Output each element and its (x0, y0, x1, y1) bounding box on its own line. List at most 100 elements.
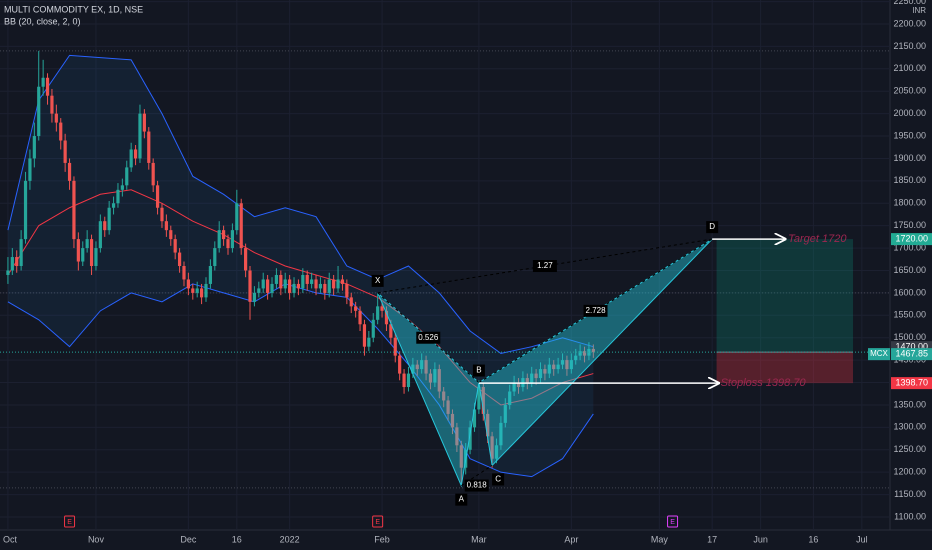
band-middle (7, 189, 594, 406)
x-tick-label: Dec (180, 534, 197, 544)
y-tick-label: 1300.00 (893, 422, 926, 432)
y-tick-label: 2050.00 (893, 86, 926, 96)
candle-body (217, 230, 221, 249)
candle-body (283, 279, 287, 289)
candle-body (142, 113, 146, 132)
candle-body (340, 279, 345, 284)
ratio-label: 0.818 (467, 481, 488, 490)
y-tick-label: 2200.00 (893, 18, 926, 28)
candle-body (349, 297, 353, 307)
candle-body (288, 279, 292, 293)
point-label: B (476, 366, 481, 375)
price-tag (891, 377, 932, 390)
candle-body (199, 288, 204, 298)
ratio-label-bg (416, 331, 441, 344)
candle-body (525, 378, 529, 383)
point-label-bg (706, 221, 719, 234)
candle-body (415, 364, 419, 370)
y-tick-label: 1250.00 (893, 444, 926, 454)
candle-body (45, 77, 50, 96)
candle-body (428, 373, 433, 383)
y-tick-label: 1600.00 (893, 287, 926, 297)
candle-body (459, 445, 463, 468)
band-lower (7, 283, 594, 478)
candle-body (155, 185, 160, 208)
candle-body (574, 355, 578, 361)
candle-body (133, 149, 138, 159)
candle-body (433, 369, 437, 383)
candle-body (125, 167, 129, 186)
candle-body (305, 274, 309, 284)
symbol-label: MCX (870, 349, 888, 358)
x-tick-label: 2022 (280, 534, 300, 544)
candle-body (89, 239, 94, 267)
candle-body (530, 373, 534, 383)
point-label: A (459, 495, 465, 504)
candle-body (222, 230, 226, 240)
price-tag (891, 233, 932, 246)
candle-body (380, 306, 384, 311)
x-tick-label: Apr (564, 534, 578, 544)
candle-body (23, 180, 28, 240)
candle-body (393, 337, 397, 356)
candle-body (310, 279, 314, 284)
ratio-label-bg (532, 260, 557, 273)
x-tick-label: Oct (3, 534, 18, 544)
candle-body (367, 337, 371, 347)
candle-body (332, 279, 336, 289)
symbol-tag (868, 348, 890, 361)
candle-body (499, 422, 503, 446)
candle-body (411, 364, 415, 374)
x-tick-label: Mar (471, 534, 487, 544)
candle-body (248, 270, 252, 302)
x-tick-label: Nov (88, 534, 105, 544)
candle-body (107, 207, 111, 231)
candle-body (111, 203, 116, 208)
point-label-bg (472, 364, 485, 377)
y-tick-label: 1150.00 (894, 489, 926, 499)
candle-body (565, 360, 569, 370)
ratio-label: 0.526 (418, 333, 439, 342)
candle-body (10, 257, 14, 271)
candle-body (244, 248, 248, 271)
pattern-ratio-line (478, 238, 713, 383)
candle-body (323, 283, 327, 293)
candle-body (208, 266, 212, 284)
candle-body (15, 257, 19, 267)
target-label: Target 1720 (788, 233, 847, 245)
y-tick-label: 1700.00 (893, 242, 926, 252)
target-zone (716, 239, 854, 353)
stop-label: Stoploss 1398.70 (721, 377, 807, 389)
candle-body (41, 77, 45, 87)
candle-body (477, 387, 481, 410)
candle-body (336, 279, 340, 289)
candle-body (129, 149, 133, 168)
grid (0, 0, 890, 530)
price-tag-label: 1720.00 (895, 233, 928, 243)
candle-body (19, 239, 23, 267)
candle-body (28, 158, 32, 181)
x-tick-label: May (651, 534, 669, 544)
candle-body (213, 248, 217, 267)
currency: INR (912, 6, 926, 15)
candle-body (63, 140, 67, 163)
candle-body (376, 306, 380, 320)
y-tick-label: 2250.00 (893, 0, 926, 6)
candle-body (516, 382, 521, 388)
candle-body (556, 364, 560, 370)
candle-body (257, 288, 261, 293)
chart-title: MULTI COMMODITY EX, 1D, NSE (4, 4, 143, 14)
candle-body (274, 274, 279, 284)
candle-body (560, 360, 565, 365)
candle-body (169, 230, 173, 240)
candle-body (503, 404, 507, 423)
plot (6, 50, 595, 486)
x-tick-label: Feb (374, 534, 390, 544)
event-badge (667, 515, 679, 528)
y-tick-label: 1550.00 (893, 310, 926, 320)
candle-body (455, 427, 459, 446)
x-tick-label: Jul (856, 534, 868, 544)
candle-body (468, 427, 472, 450)
point-label-bg (371, 274, 384, 287)
candle-body (138, 113, 142, 159)
